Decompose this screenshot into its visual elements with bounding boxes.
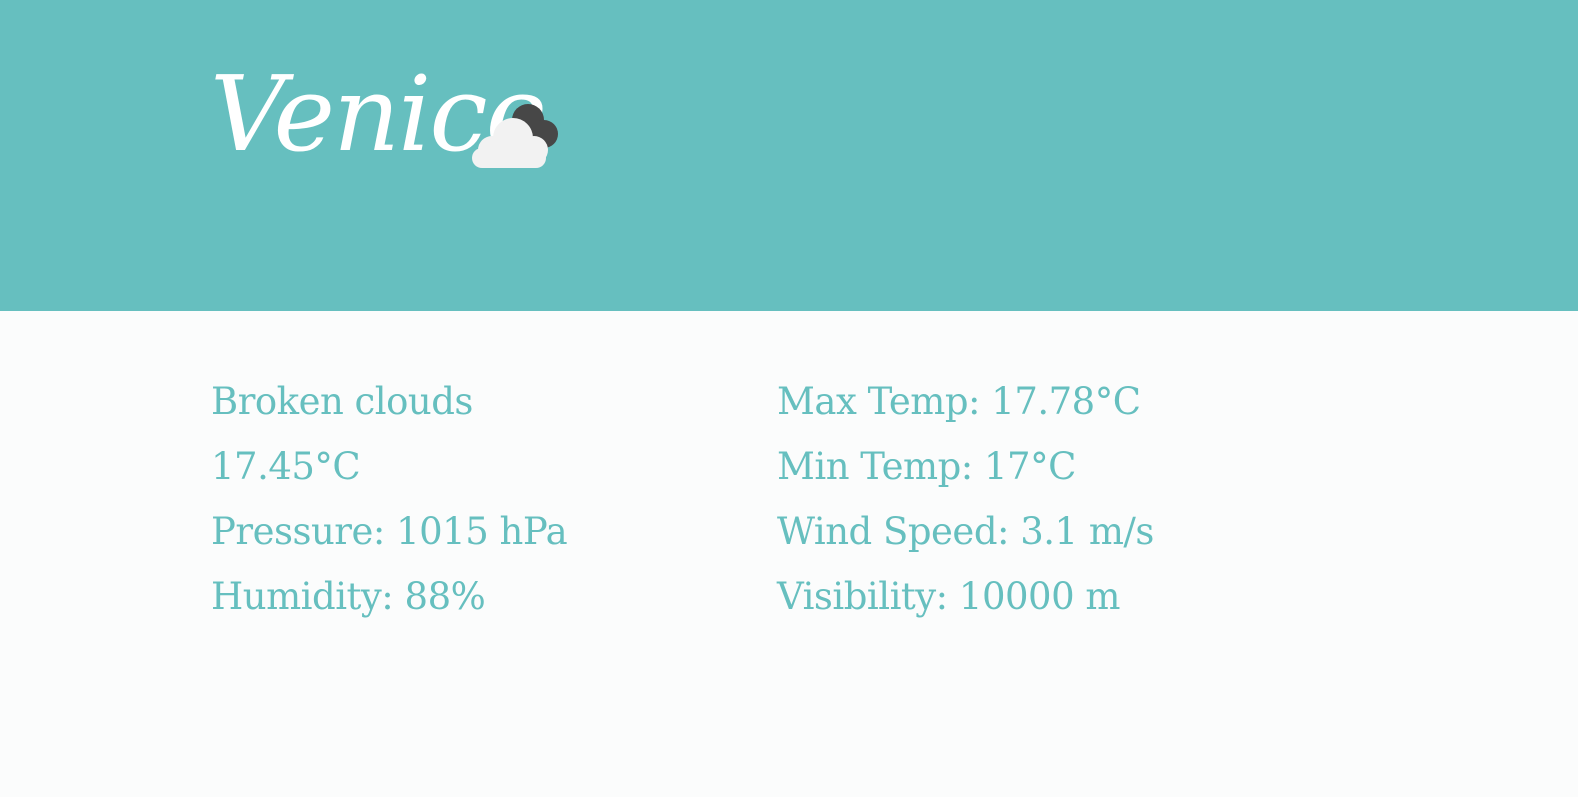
current-temperature: 17.45°C <box>211 445 361 488</box>
humidity: Humidity: 88% <box>211 575 486 618</box>
weather-details: Broken clouds 17.45°C Pressure: 1015 hPa… <box>0 311 1578 797</box>
min-temperature: Min Temp: 17°C <box>777 445 1076 488</box>
broken-clouds-icon <box>472 104 558 168</box>
wind-speed: Wind Speed: 3.1 m/s <box>777 510 1154 553</box>
visibility: Visibility: 10000 m <box>777 575 1120 618</box>
max-temperature: Max Temp: 17.78°C <box>777 380 1141 423</box>
pressure: Pressure: 1015 hPa <box>211 510 568 553</box>
details-left-column: Broken clouds 17.45°C Pressure: 1015 hPa… <box>211 369 568 629</box>
details-right-column: Max Temp: 17.78°C Min Temp: 17°C Wind Sp… <box>777 369 1154 629</box>
weather-description: Broken clouds <box>211 380 473 423</box>
header-banner: Venice <box>0 0 1578 311</box>
